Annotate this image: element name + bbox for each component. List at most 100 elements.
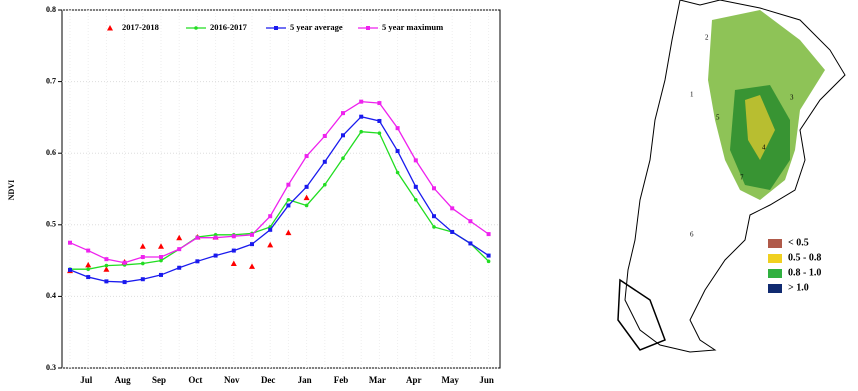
data-point: [267, 241, 274, 248]
x-tick-label: Apr: [406, 375, 422, 385]
data-point: [286, 203, 291, 208]
data-point: [86, 267, 90, 271]
x-tick-label: Jun: [479, 375, 494, 385]
data-point: [195, 235, 200, 240]
x-tick-label: Feb: [334, 375, 349, 385]
data-point: [377, 101, 382, 106]
x-tick-label: Aug: [115, 375, 132, 385]
data-point: [213, 253, 218, 258]
legend-label: 2017-2018: [122, 22, 159, 32]
y-tick-label: 0.7: [46, 76, 56, 85]
data-point: [359, 99, 364, 104]
data-point: [104, 263, 109, 268]
x-tick-label: Sep: [152, 375, 166, 385]
data-point: [86, 248, 91, 253]
map-legend-label: < 0.5: [788, 237, 809, 248]
map-region-label: 3: [790, 94, 794, 102]
y-axis-label: NDVI: [7, 180, 16, 200]
data-point: [268, 227, 273, 232]
map-legend-swatch: [768, 269, 782, 278]
coastline: [617, 278, 666, 351]
data-point: [413, 184, 418, 189]
data-point: [304, 184, 309, 189]
data-point: [286, 197, 291, 202]
x-tick-label: Nov: [224, 375, 240, 385]
data-point: [341, 133, 345, 138]
data-point: [250, 242, 254, 247]
data-point: [432, 186, 436, 191]
data-point: [377, 131, 382, 135]
data-point: [177, 265, 182, 270]
map-legend-swatch: [768, 239, 782, 248]
data-point: [213, 235, 218, 240]
x-tick-label: Jul: [80, 375, 93, 385]
data-point: [177, 247, 182, 252]
data-point: [68, 240, 72, 245]
series-line: [69, 100, 489, 264]
data-point: [377, 118, 382, 123]
data-point: [68, 267, 72, 272]
data-point: [86, 275, 91, 280]
legend-marker: [366, 26, 370, 30]
data-point: [486, 259, 491, 264]
data-point: [322, 159, 327, 164]
data-point: [176, 234, 183, 241]
y-tick-label: 0.3: [46, 363, 56, 372]
data-point: [486, 253, 491, 258]
data-point: [432, 225, 436, 229]
data-point: [141, 261, 145, 266]
data-point: [303, 194, 310, 201]
data-point: [395, 170, 400, 175]
legend-marker: [194, 26, 198, 30]
data-point: [103, 266, 110, 272]
data-point: [122, 280, 127, 285]
legend-label: 5 year average: [290, 22, 343, 32]
series-line: [70, 131, 490, 270]
data-point: [158, 243, 164, 249]
data-point: [304, 203, 309, 208]
data-point: [413, 158, 418, 163]
data-point: [231, 234, 236, 239]
data-point: [195, 259, 200, 264]
data-point: [322, 134, 327, 139]
data-point: [285, 229, 292, 236]
x-tick-label: Mar: [369, 375, 386, 385]
y-tick-label: 0.4: [46, 291, 56, 300]
legend-marker: [107, 25, 113, 31]
data-point: [341, 156, 345, 161]
data-point: [122, 260, 127, 265]
data-point: [468, 241, 473, 246]
map-region-label: 2: [705, 34, 709, 42]
data-point: [104, 279, 109, 284]
data-point: [286, 182, 291, 187]
data-point: [140, 277, 145, 282]
data-point: [304, 154, 309, 159]
data-point: [359, 129, 364, 134]
y-tick-label: 0.6: [46, 148, 56, 157]
data-point: [159, 255, 163, 260]
y-tick-label: 0.5: [46, 220, 56, 229]
map-legend-label: > 1.0: [788, 282, 809, 293]
data-point: [104, 257, 109, 262]
data-point: [159, 258, 163, 263]
data-point: [230, 260, 237, 266]
data-point: [359, 114, 364, 119]
x-tick-label: May: [441, 375, 459, 385]
data-point: [468, 219, 473, 224]
map-legend-swatch: [768, 284, 782, 293]
map-region-label: 4: [762, 144, 766, 152]
data-point: [323, 182, 327, 187]
data-point: [139, 243, 146, 249]
map-legend-label: 0.8 - 1.0: [788, 267, 821, 278]
x-tick-label: Dec: [261, 375, 276, 385]
data-point: [85, 261, 92, 268]
data-point: [159, 272, 163, 277]
data-point: [450, 229, 455, 234]
data-point: [341, 111, 345, 116]
y-tick-label: 0.8: [46, 5, 56, 14]
map-region-label: 1: [690, 91, 694, 99]
data-point: [268, 214, 273, 219]
map-region-label: 7: [740, 174, 744, 182]
